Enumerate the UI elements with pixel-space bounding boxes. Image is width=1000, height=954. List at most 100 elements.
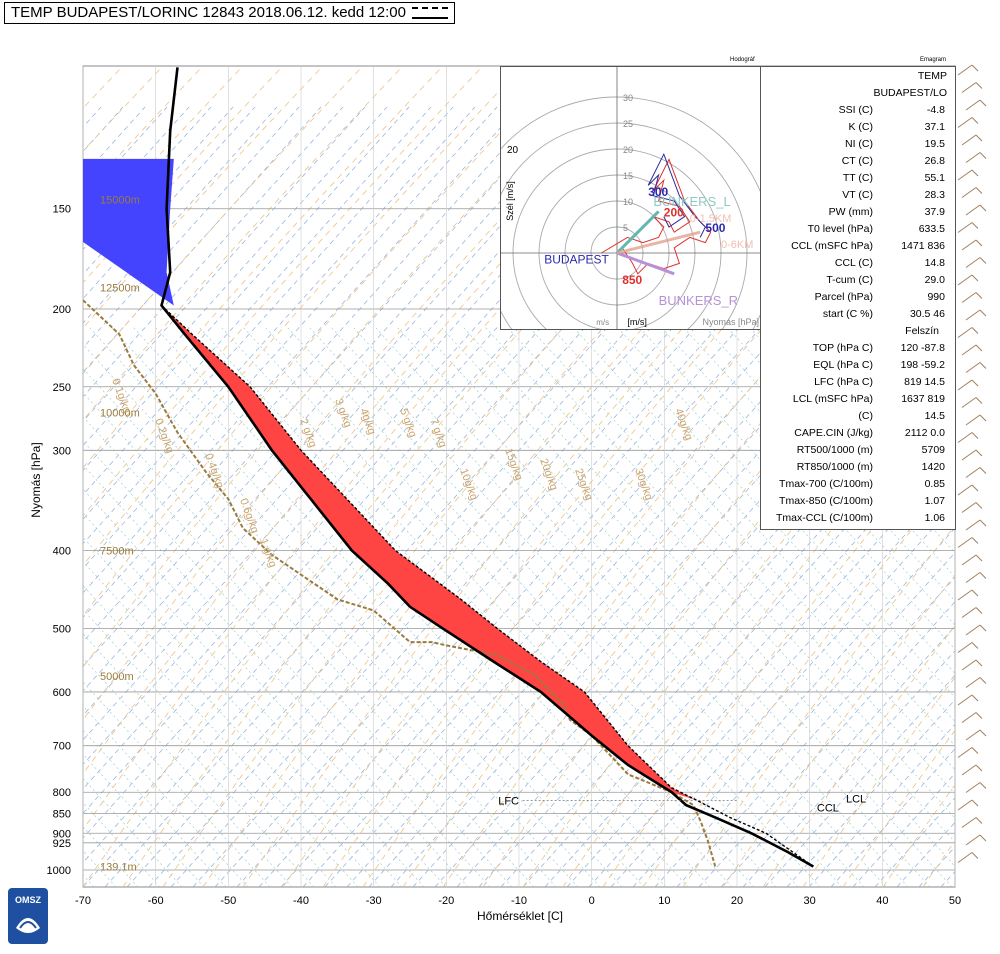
temperature-tick-label: 40 xyxy=(876,895,888,907)
temperature-tick-label: -60 xyxy=(148,895,164,907)
indices-value: 633.5 xyxy=(918,222,945,235)
hodograph-chart: 5 10 15 20 25 30 BUDAPEST BUNKERS_L BUNKERS_R 300… xyxy=(501,67,761,329)
mixing-ratio-line xyxy=(390,258,955,887)
mixing-ratio-line xyxy=(83,106,300,349)
moist-adiabat-line xyxy=(83,874,95,887)
height-label: 15000m xyxy=(100,194,140,206)
hodo-trace-blue xyxy=(647,152,707,238)
wind-barb xyxy=(965,519,987,531)
wind-barb xyxy=(965,834,987,846)
wind-barb xyxy=(961,134,983,146)
wind-barb xyxy=(957,432,979,443)
indices-row: CCL (mSFC hPa) 1471 836 xyxy=(761,237,955,254)
hodo-level-label: 200 xyxy=(664,206,684,220)
pressure-tick-label: 200 xyxy=(53,304,71,316)
hodo-pressure-label: Nyomás [hPa] xyxy=(702,317,759,327)
indices-row: TT (C) 55.1 xyxy=(761,169,955,186)
indices-row: LCL (mSFC hPa) 1637 819 xyxy=(761,390,955,407)
hodo-ring-label: 30 xyxy=(623,93,633,103)
wind-barb xyxy=(957,484,979,496)
wind-barb xyxy=(961,712,983,723)
temperature-tick-label: 0 xyxy=(589,895,595,907)
temperature-tick-label: 20 xyxy=(731,895,743,907)
moist-adiabat-line xyxy=(83,368,557,887)
mixing-ratio-line xyxy=(83,106,520,594)
pressure-tick-label: 800 xyxy=(53,787,71,799)
mixing-ratio-line xyxy=(830,748,955,887)
indices-value: 30.5 46 xyxy=(909,307,945,320)
wind-barb xyxy=(965,362,987,373)
mixing-ratio-line xyxy=(83,106,344,398)
moist-adiabat-line xyxy=(83,536,403,887)
wind-barb xyxy=(965,99,987,111)
km-label: 0-1.5KM xyxy=(690,213,732,225)
indices-row: RT500/1000 (m) 5709 xyxy=(761,441,955,458)
indices-value: 819 14.5 xyxy=(904,375,945,388)
moist-adiabat-line xyxy=(330,326,843,887)
moist-adiabat-line xyxy=(83,416,513,887)
wind-barb xyxy=(961,817,983,828)
bunkers-r-label: BUNKERS_R xyxy=(659,293,738,308)
hodo-ring-label: 20 xyxy=(623,145,633,155)
indices-key: Parcel (hPa) xyxy=(814,290,873,303)
wind-barb xyxy=(965,152,987,163)
height-label: 7500m xyxy=(100,546,134,558)
wind-barb xyxy=(957,274,979,286)
moist-adiabat-line xyxy=(198,326,711,887)
pressure-tick-label: 150 xyxy=(53,204,71,216)
indices-key: SSI (C) xyxy=(838,103,873,116)
moist-adiabat-line xyxy=(550,326,955,771)
indices-value: 5709 xyxy=(921,443,945,456)
moist-adiabat-line xyxy=(154,326,667,887)
indices-value: 37.9 xyxy=(924,205,945,218)
logo-text: OMSZ xyxy=(15,895,42,905)
wind-barb xyxy=(957,117,979,128)
mixing-ratio-line xyxy=(610,503,955,887)
wind-barb xyxy=(957,169,979,181)
wind-barb xyxy=(957,642,979,653)
indices-row: CAPE.CIN (J/kg) 2112 0.0 xyxy=(761,424,955,441)
moist-adiabat-line xyxy=(83,729,227,887)
indices-key: Tmax-CCL (C/100m) xyxy=(775,511,873,524)
moist-adiabat-line xyxy=(506,326,955,819)
temperature-tick-label: -20 xyxy=(438,895,454,907)
wind-barb xyxy=(961,82,983,93)
mixing-ratio-line xyxy=(676,576,955,887)
indices-row: Tmax-CCL (C/100m) 1.06 xyxy=(761,509,955,526)
wind-barb xyxy=(961,659,983,671)
hodo-unit-label: m/s xyxy=(596,318,609,327)
moist-adiabat-line xyxy=(83,681,271,887)
wind-barb xyxy=(957,327,979,338)
temperature-tick-label: -50 xyxy=(220,895,236,907)
moist-adiabat-line xyxy=(0,327,6,887)
pressure-tick-label: 400 xyxy=(53,546,71,558)
indices-key: Tmax-850 (C/100m) xyxy=(779,494,873,507)
moist-adiabat-line xyxy=(83,777,183,887)
dry-adiabat-line xyxy=(0,66,3,887)
indices-key: (C) xyxy=(858,409,873,422)
mixing-ratio-line xyxy=(83,106,410,471)
moist-adiabat-line xyxy=(594,326,955,723)
wind-barb xyxy=(957,537,979,548)
hodo-level-label: 500 xyxy=(705,221,725,235)
wind-barb xyxy=(965,467,987,478)
moist-adiabat-line xyxy=(83,392,535,887)
dry-adiabat-line xyxy=(83,66,324,329)
wind-barb xyxy=(957,589,979,601)
dry-adiabat-line xyxy=(402,202,955,887)
pressure-tick-label: 500 xyxy=(53,623,71,635)
dry-adiabat-line xyxy=(83,66,484,517)
wind-barb xyxy=(961,502,983,513)
wind-barb xyxy=(965,729,987,741)
wind-barb xyxy=(965,309,987,321)
station-label: BUDAPEST xyxy=(544,252,609,266)
indices-value: 1.06 xyxy=(924,511,945,524)
moist-adiabat-line xyxy=(572,326,955,747)
upper-blue-area xyxy=(83,158,174,306)
moist-adiabat-line xyxy=(83,753,205,887)
temperature-tick-label: -70 xyxy=(75,895,91,907)
moist-adiabat-line xyxy=(83,609,337,887)
hodograph-panel: 5 10 15 20 25 30 BUDAPEST BUNKERS_L BUNKERS_R 300… xyxy=(500,66,762,330)
indices-key: RT500/1000 (m) xyxy=(796,443,873,456)
pressure-tick-label: 850 xyxy=(53,808,71,820)
